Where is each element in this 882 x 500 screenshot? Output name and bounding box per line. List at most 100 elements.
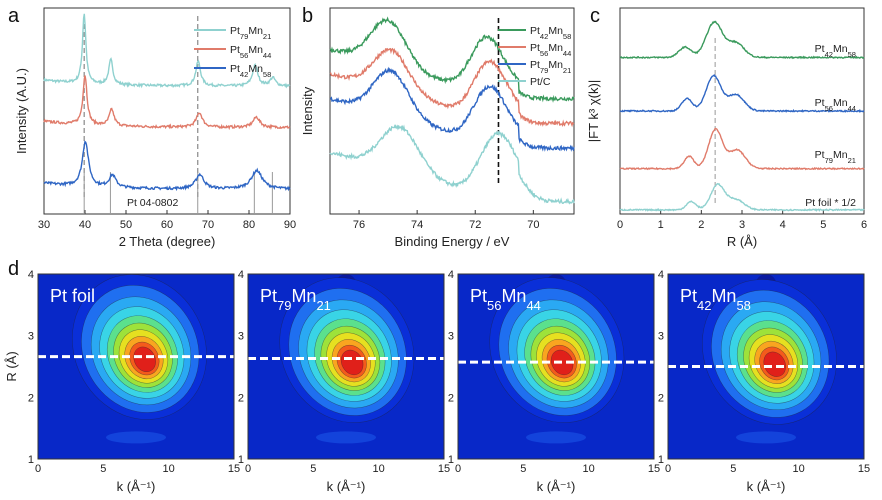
wavelet-x-tick-0-0: 0 <box>35 463 41 475</box>
series-line-c-1 <box>619 74 865 113</box>
series-line-b-2 <box>329 66 575 152</box>
y-axis-label-b: Intensity <box>300 86 315 135</box>
series-line-a-1 <box>43 75 291 131</box>
x-tick-label-a-0: 30 <box>38 219 50 231</box>
wavelet-y-tick-1-2: 3 <box>238 331 244 343</box>
wavelet-x-label-2: k (Å⁻¹) <box>537 479 576 494</box>
wavelet-x-tick-2-2: 10 <box>583 463 595 475</box>
wavelet-title-3: Pt42Mn58 <box>680 286 751 313</box>
wavelet-y-tick-2-1: 2 <box>448 392 454 404</box>
wavelet-title-1: Pt79Mn21 <box>260 286 331 313</box>
x-tick-label-c-6: 6 <box>861 219 867 231</box>
wavelet-y-tick-0-0: 1 <box>28 454 34 466</box>
legend-label-a-2: Pt42Mn58 <box>230 63 271 79</box>
wavelet-map-0 <box>38 274 234 459</box>
wavelet-x-label-0: k (Å⁻¹) <box>117 479 156 494</box>
legend-label-b-0: Pt42Mn58 <box>530 25 571 41</box>
series-line-a-2 <box>43 140 291 192</box>
series-label-c-3: Pt foil * 1/2 <box>805 197 856 209</box>
wavelet-x-tick-2-3: 15 <box>648 463 660 475</box>
panel-letter-a: a <box>8 5 20 27</box>
wavelet-y-tick-3-3: 4 <box>658 269 664 281</box>
wavelet-x-tick-2-0: 0 <box>455 463 461 475</box>
panel-letter-d: d <box>8 258 19 280</box>
wavelet-y-tick-1-3: 4 <box>238 269 244 281</box>
wavelet-contour-3-9 <box>763 351 786 377</box>
wavelet-frame-0 <box>37 273 235 460</box>
wavelet-title-2: Pt56Mn44 <box>470 286 541 313</box>
panel-c-exafs: 0 1 2 3 4 5 6 R (Å) |FT k³ χ(k)| Pt42Mn58 Pt56Mn44… <box>586 7 867 249</box>
x-tick-label-a-4: 70 <box>202 219 214 231</box>
panel-b-xps: 76 74 72 70 Binding Energy / eV Intensity Pt42… <box>300 7 575 249</box>
wavelet-map-1 <box>248 274 444 459</box>
series-label-c-0: Pt42Mn58 <box>815 43 856 59</box>
wavelet-blob-low-1 <box>316 431 376 444</box>
x-tick-label-c-3: 3 <box>739 219 745 231</box>
wavelet-blob-low-2 <box>526 431 586 444</box>
wavelet-x-tick-2-1: 5 <box>520 463 526 475</box>
x-axis-label-a: 2 Theta (degree) <box>119 234 216 249</box>
wavelet-y-tick-2-2: 3 <box>448 331 454 343</box>
wavelet-x-tick-3-2: 10 <box>793 463 805 475</box>
series-label-c-1: Pt56Mn44 <box>815 97 856 113</box>
wavelet-y-tick-2-0: 1 <box>448 454 454 466</box>
panel-letter-c: c <box>590 5 600 27</box>
x-tick-label-c-1: 1 <box>658 219 664 231</box>
legend-label-a-0: Pt79Mn21 <box>230 25 271 41</box>
legend-label-a-1: Pt56Mn44 <box>230 44 271 60</box>
wavelet-map-2 <box>458 274 654 459</box>
series-line-b-3 <box>329 124 575 205</box>
wavelet-y-tick-0-2: 3 <box>28 331 34 343</box>
legend-label-b-1: Pt56Mn44 <box>530 42 571 58</box>
x-axis-label-b: Binding Energy / eV <box>395 234 510 249</box>
wavelet-y-tick-1-0: 1 <box>238 454 244 466</box>
x-tick-label-c-4: 4 <box>780 219 786 231</box>
x-tick-label-b-3: 70 <box>527 219 539 231</box>
wavelet-x-tick-1-3: 15 <box>438 463 450 475</box>
wavelet-x-label-1: k (Å⁻¹) <box>327 479 366 494</box>
wavelet-x-label-3: k (Å⁻¹) <box>747 479 786 494</box>
series-line-c-0 <box>620 20 865 60</box>
wavelet-frame-3 <box>667 273 865 460</box>
x-tick-label-c-0: 0 <box>617 219 623 231</box>
legend-label-b-3: Pt/C <box>530 76 551 88</box>
wavelet-x-tick-3-0: 0 <box>665 463 671 475</box>
y-axis-label-a: Intensity (A.U.) <box>14 68 29 154</box>
x-tick-label-c-5: 5 <box>820 219 826 231</box>
wavelet-x-tick-3-1: 5 <box>730 463 736 475</box>
wavelet-x-tick-1-2: 10 <box>373 463 385 475</box>
wavelet-blob-low-0 <box>106 431 166 444</box>
wavelet-y-tick-3-1: 2 <box>658 392 664 404</box>
x-tick-label-a-5: 80 <box>243 219 255 231</box>
wavelet-y-tick-2-3: 4 <box>448 269 454 281</box>
wavelet-y-tick-0-1: 2 <box>28 392 34 404</box>
series-line-c-3 <box>619 182 865 212</box>
wavelet-frame-1 <box>247 273 445 460</box>
x-tick-label-c-2: 2 <box>698 219 704 231</box>
x-tick-label-b-0: 76 <box>353 219 365 231</box>
wavelet-x-tick-0-1: 5 <box>100 463 106 475</box>
plot-frame-b <box>329 7 575 215</box>
wavelet-contour-0-9 <box>133 346 156 372</box>
y-axis-label-c: |FT k³ χ(k)| <box>586 80 601 142</box>
wavelet-frame-2 <box>457 273 655 460</box>
series-line-a-0 <box>43 13 291 89</box>
wavelet-y-tick-3-2: 3 <box>658 331 664 343</box>
wavelet-x-tick-0-3: 15 <box>228 463 240 475</box>
legend-label-b-2: Pt79Mn21 <box>530 59 571 75</box>
series-line-b-1 <box>329 47 575 128</box>
x-tick-label-b-1: 74 <box>411 219 423 231</box>
wavelet-x-tick-0-2: 10 <box>163 463 175 475</box>
wavelet-y-tick-0-3: 4 <box>28 269 34 281</box>
wavelet-y-label: R (Å) <box>4 351 19 381</box>
wavelet-x-tick-1-1: 5 <box>310 463 316 475</box>
wavelet-blob-low-3 <box>736 431 796 444</box>
x-axis-label-c: R (Å) <box>727 234 757 249</box>
panel-a-xrd: 30 40 50 60 70 80 90 2 Theta (degree) Intensity … <box>14 7 296 249</box>
wavelet-x-tick-1-0: 0 <box>245 463 251 475</box>
series-label-c-2: Pt79Mn21 <box>815 149 856 165</box>
series-line-b-0 <box>329 16 575 103</box>
panel-letter-b: b <box>302 5 313 27</box>
